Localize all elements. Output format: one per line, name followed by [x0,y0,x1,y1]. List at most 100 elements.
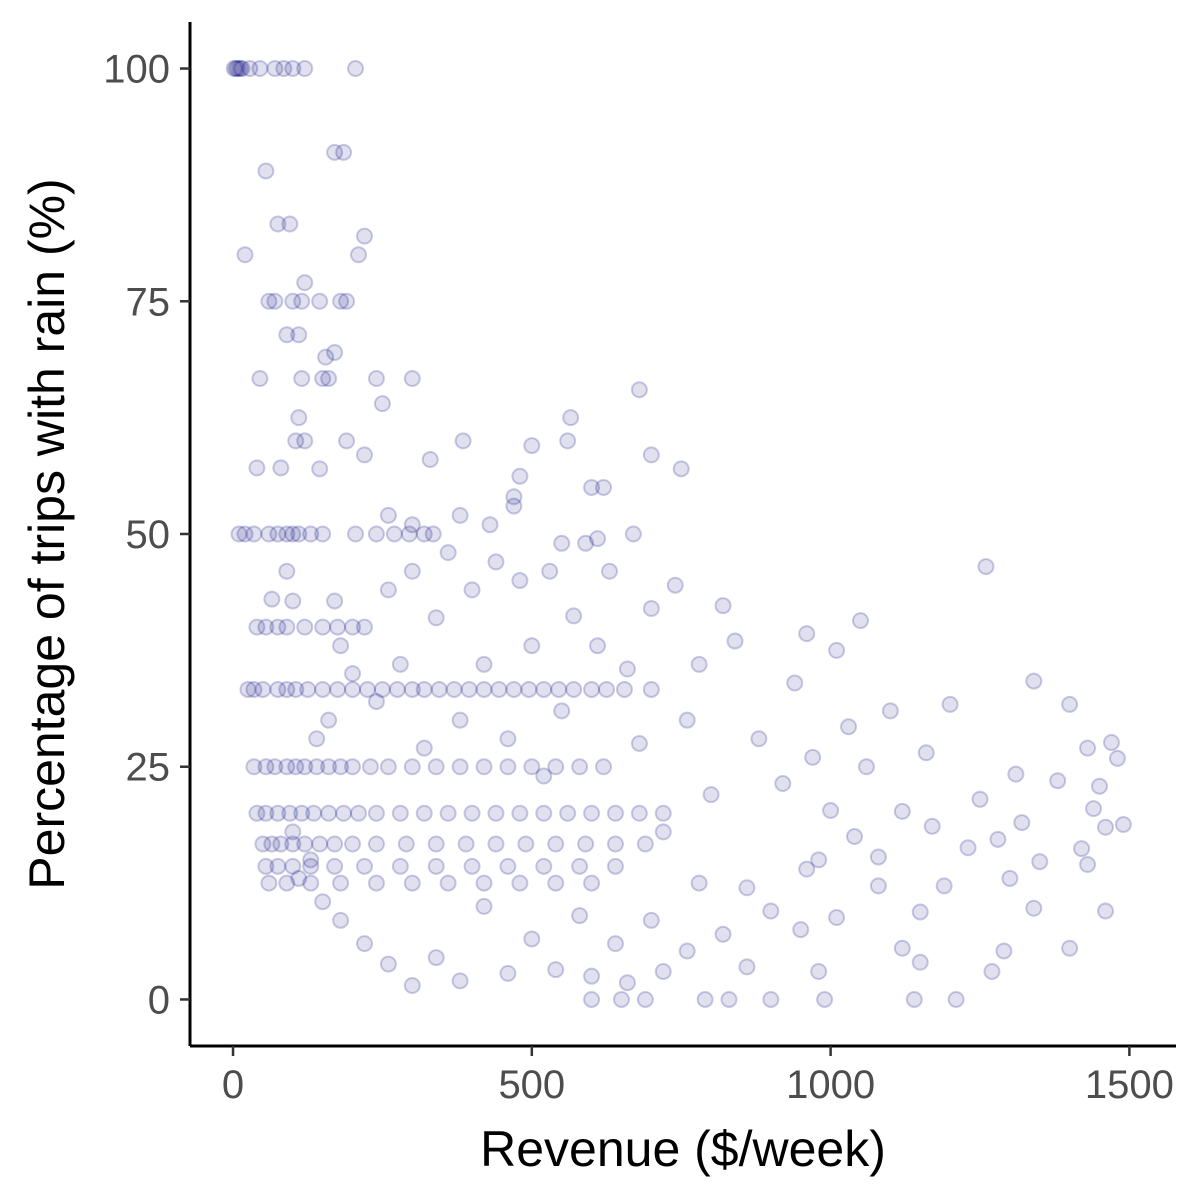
data-point [893,802,911,820]
data-point [347,525,365,543]
data-point [571,907,589,925]
data-point [1079,855,1097,873]
data-point [547,758,565,776]
data-point [505,680,523,698]
data-point [335,143,353,161]
data-point [225,60,243,78]
data-point [941,695,959,713]
data-point [281,804,299,822]
data-point [320,370,338,388]
data-point [535,804,553,822]
data-point [350,246,368,264]
data-point [559,804,577,822]
data-point [287,680,305,698]
data-point [750,730,768,748]
data-point [702,786,720,804]
data-point [430,680,448,698]
data-point [439,874,457,892]
data-point [415,680,433,698]
data-point [1079,739,1097,757]
data-point [828,909,846,927]
data-point [995,942,1013,960]
data-point [977,558,995,576]
data-point [367,835,385,853]
data-point [248,459,266,477]
data-point [379,581,397,599]
data-point [260,874,278,892]
data-point [326,835,344,853]
data-point [846,828,864,846]
data-point [257,618,275,636]
data-point [1102,734,1120,752]
data-point [606,935,624,953]
data-point [254,835,272,853]
data-point [314,893,332,911]
data-point [355,857,373,875]
data-point [403,516,421,534]
data-point [463,804,481,822]
data-point [296,60,314,78]
data-point [642,911,660,929]
y-tick-label: 50 [126,513,171,557]
data-point [281,215,299,233]
data-point [463,581,481,599]
data-point [630,381,648,399]
data-point [403,562,421,580]
data-point [311,835,329,853]
data-point [690,874,708,892]
data-point [678,942,696,960]
data-point [332,758,350,776]
data-point [361,758,379,776]
data-point [798,625,816,643]
data-point [481,516,499,534]
data-point [254,680,272,698]
data-point [379,758,397,776]
data-point [565,607,583,625]
data-point [245,525,263,543]
data-point [714,925,732,943]
data-point [618,660,636,678]
data-point [367,525,385,543]
data-point [269,804,287,822]
data-point [358,680,376,698]
data-point [326,343,344,361]
data-point [553,534,571,552]
data-point [338,292,356,310]
data-point [269,618,287,636]
data-point [1061,939,1079,957]
x-tick-label: 500 [498,1063,565,1107]
data-point [344,758,362,776]
data-point [329,618,347,636]
data-point [451,506,469,524]
x-tick-label: 0 [222,1063,244,1107]
data-point [475,758,493,776]
data-point [535,767,553,785]
data-point [355,935,373,953]
data-point [239,680,257,698]
data-point [917,744,935,762]
data-point [311,460,329,478]
y-tick-label: 25 [126,746,171,790]
data-point [427,609,445,627]
data-point [636,990,654,1008]
data-point [678,711,696,729]
y-axis-ticks: 0 25 50 75 100 [103,48,190,1022]
data-point [595,758,613,776]
data-point [1013,814,1031,832]
data-point [367,370,385,388]
data-point [499,964,517,982]
data-point [296,274,314,292]
data-point [269,857,287,875]
data-point [397,835,415,853]
data-point [269,525,287,543]
data-point [589,637,607,655]
data-point [332,292,350,310]
data-point [278,326,296,344]
data-point [284,835,302,853]
data-point [314,525,332,543]
data-point [290,326,308,344]
data-point [229,60,247,78]
data-point [308,730,326,748]
y-tick-label: 0 [148,978,170,1022]
data-point [828,641,846,659]
